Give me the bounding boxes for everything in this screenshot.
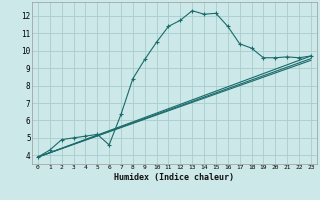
X-axis label: Humidex (Indice chaleur): Humidex (Indice chaleur) [115,173,234,182]
